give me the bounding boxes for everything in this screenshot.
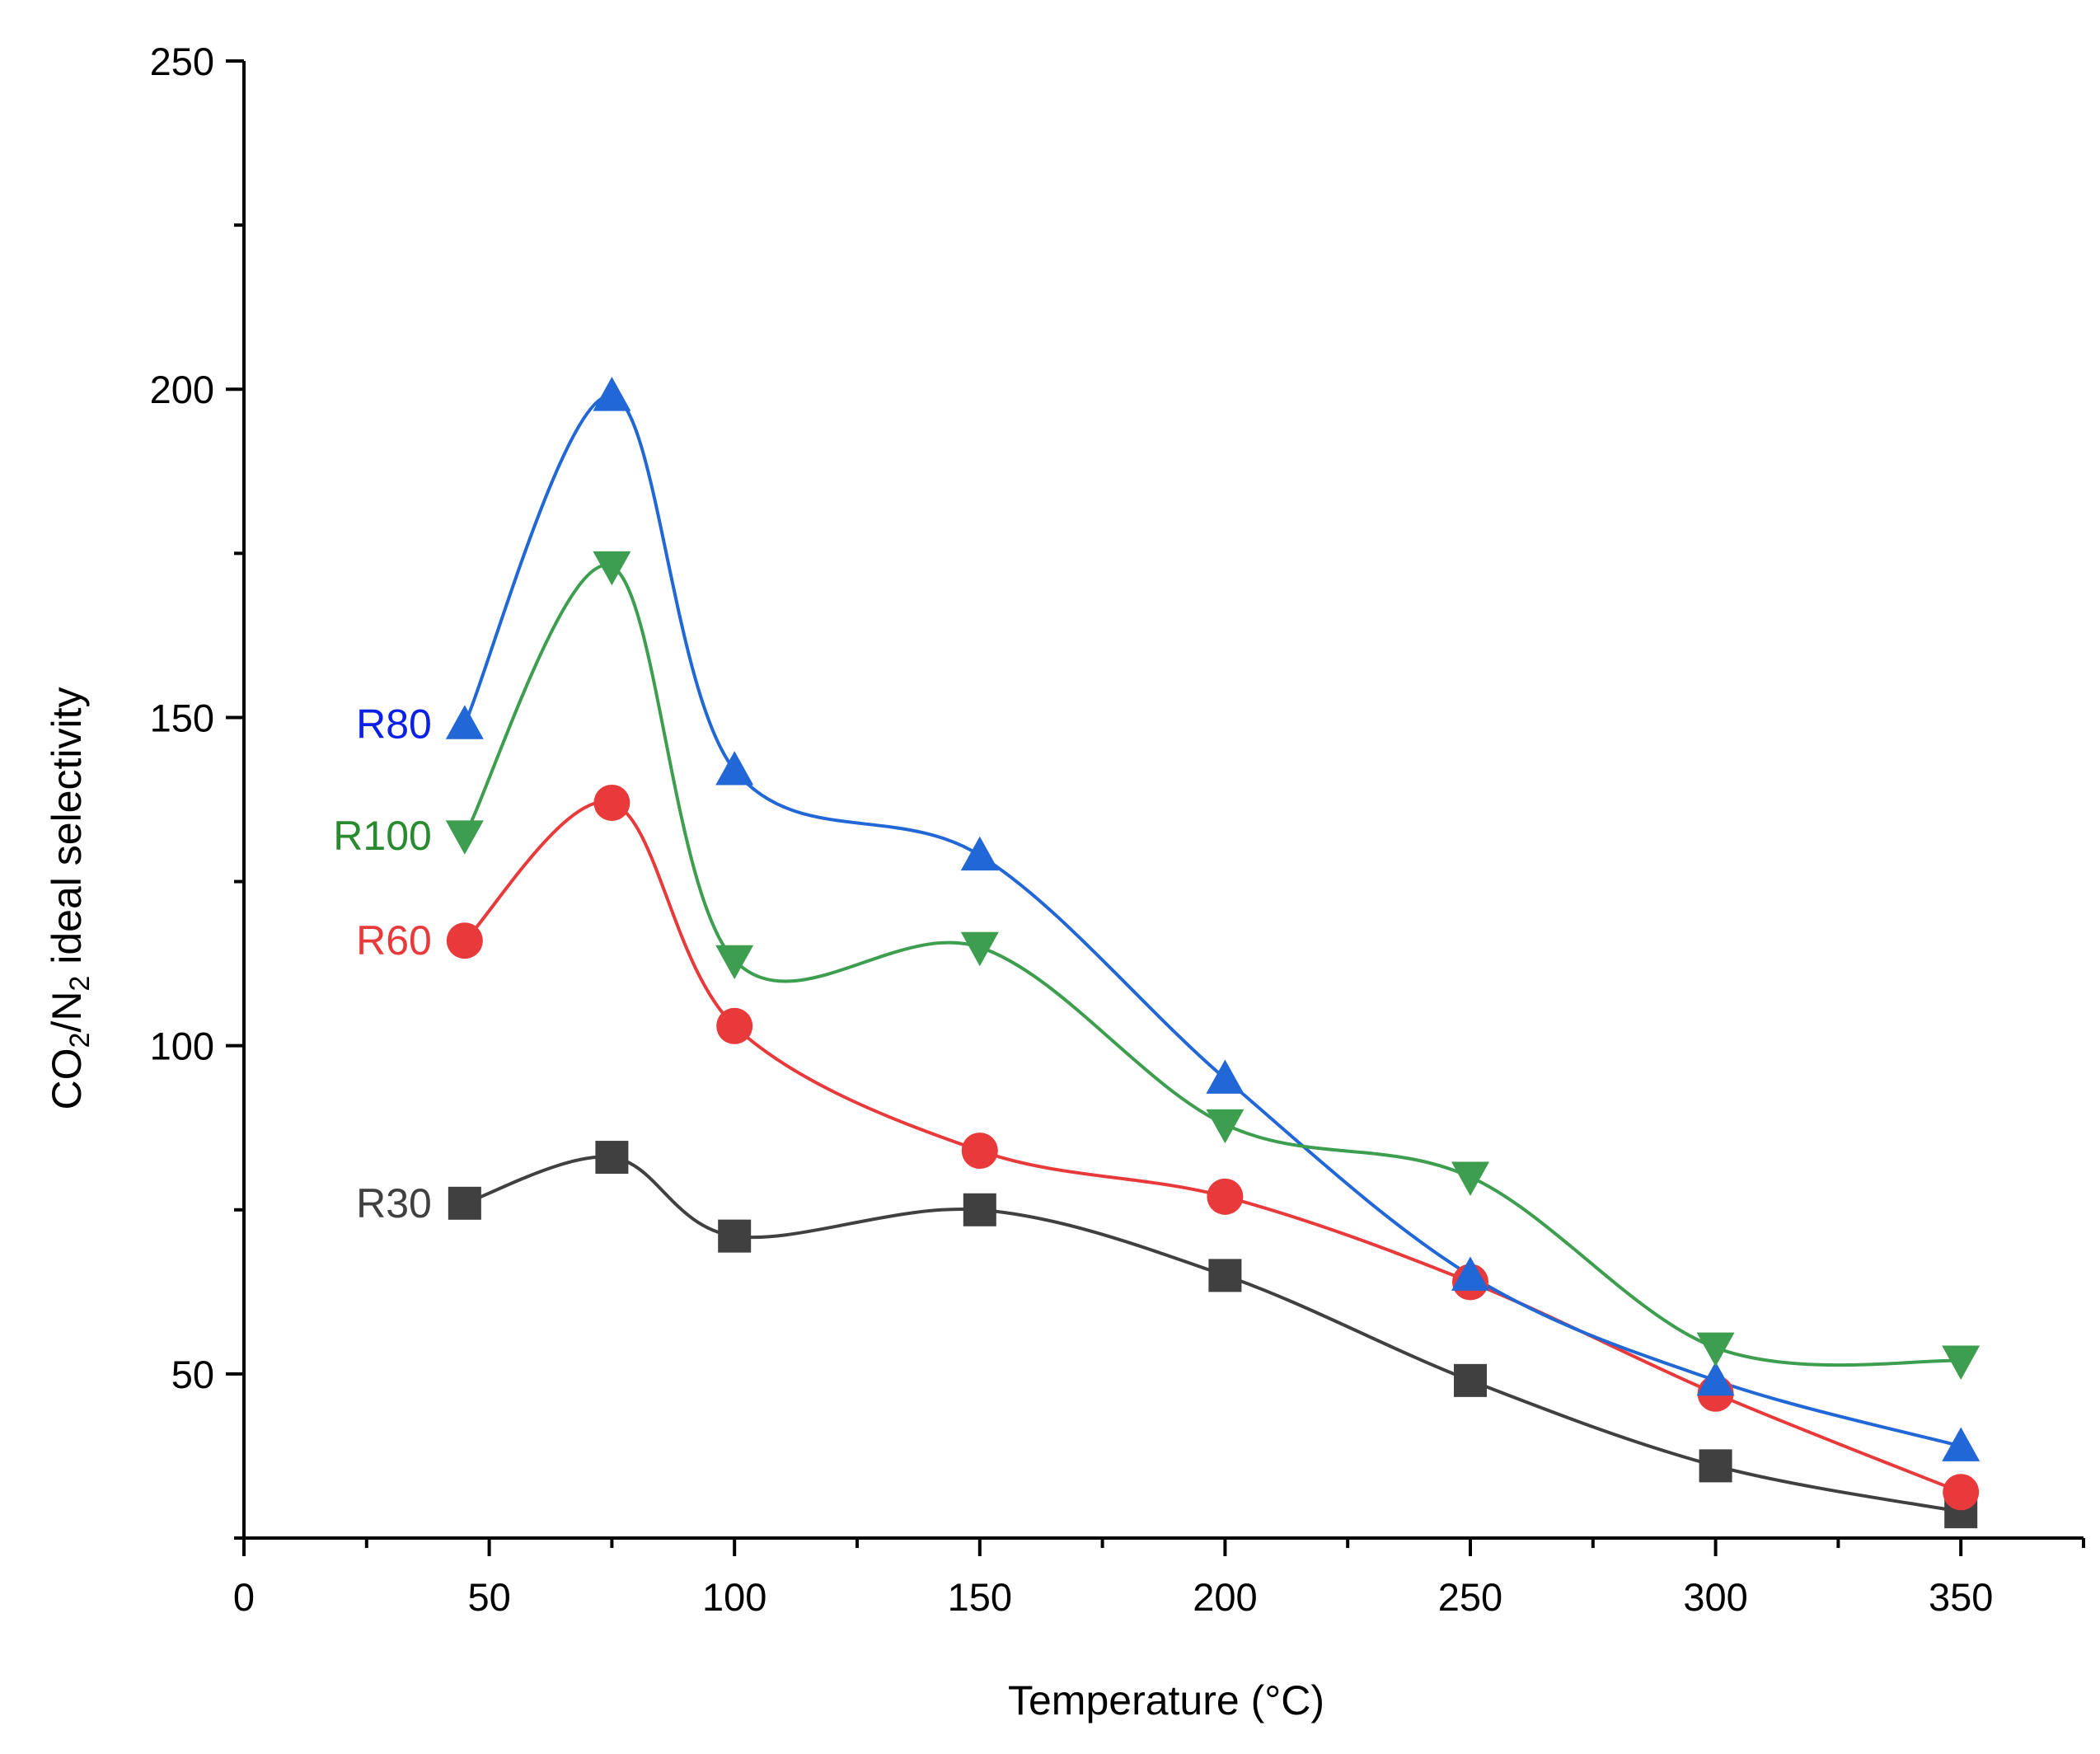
data-point-r100 (593, 551, 631, 586)
series-line-r60 (463, 800, 1962, 1494)
y-tick-label: 50 (171, 1353, 214, 1396)
data-point-r60 (1207, 1178, 1244, 1215)
x-tick-label: 100 (702, 1575, 766, 1619)
x-axis-title: Temperature (°C) (1008, 1677, 1324, 1724)
data-point-r30 (595, 1141, 629, 1175)
y-tick-label: 250 (150, 40, 214, 83)
data-point-r30 (963, 1193, 996, 1226)
data-point-r80 (1942, 1427, 1980, 1461)
data-point-r100 (960, 931, 999, 967)
data-point-r100 (445, 820, 484, 855)
data-point-r100 (715, 945, 754, 980)
x-tick-label: 350 (1929, 1575, 1993, 1619)
series-label-r60: R60 (356, 917, 432, 964)
data-point-r80 (1696, 1361, 1735, 1396)
data-point-r60 (446, 922, 483, 959)
series-label-r80: R80 (356, 701, 432, 747)
series-curves (463, 394, 1962, 1514)
y-tick-label: 200 (150, 368, 214, 411)
series-label-r100: R100 (333, 813, 432, 859)
series-label-r30: R30 (356, 1180, 432, 1226)
data-point-r30 (1699, 1449, 1732, 1483)
data-point-r100 (1942, 1345, 1980, 1380)
x-tick-label: 0 (233, 1575, 255, 1619)
series-line-r100 (463, 563, 1962, 1367)
axes: 0 50 100 150 200 250 300 350 50 100 150 200 250 (150, 40, 2085, 1619)
data-point-r30 (1454, 1363, 1487, 1397)
data-point-r80 (593, 377, 631, 411)
data-point-r30 (448, 1186, 481, 1220)
data-point-r60 (716, 1007, 753, 1044)
series-markers (445, 377, 1980, 1529)
data-point-r60 (593, 784, 630, 821)
y-tick-label: 100 (150, 1025, 214, 1068)
x-tick-label: 150 (948, 1575, 1012, 1619)
x-tick-label: 300 (1683, 1575, 1747, 1619)
data-point-r80 (960, 836, 999, 871)
x-tick-label: 50 (467, 1575, 510, 1619)
data-point-r100 (1451, 1161, 1489, 1196)
data-point-r80 (715, 751, 754, 786)
data-point-r60 (1943, 1474, 1980, 1511)
data-point-r100 (1206, 1109, 1245, 1144)
series-line-r30 (464, 1155, 1962, 1514)
data-point-r30 (718, 1219, 752, 1253)
y-axis-title: CO2/N2 ideal selectivity (44, 687, 96, 1110)
data-point-r80 (445, 705, 484, 739)
data-point-r100 (1696, 1332, 1735, 1367)
x-tick-label: 200 (1193, 1575, 1257, 1619)
series-labels: R30 R60 R80 R100 (333, 701, 432, 1226)
y-tick-label: 150 (150, 696, 214, 739)
data-point-r60 (961, 1133, 998, 1170)
data-point-r80 (1451, 1256, 1489, 1291)
data-point-r30 (1208, 1259, 1242, 1292)
x-tick-label: 250 (1438, 1575, 1502, 1619)
data-point-r80 (1206, 1059, 1245, 1094)
